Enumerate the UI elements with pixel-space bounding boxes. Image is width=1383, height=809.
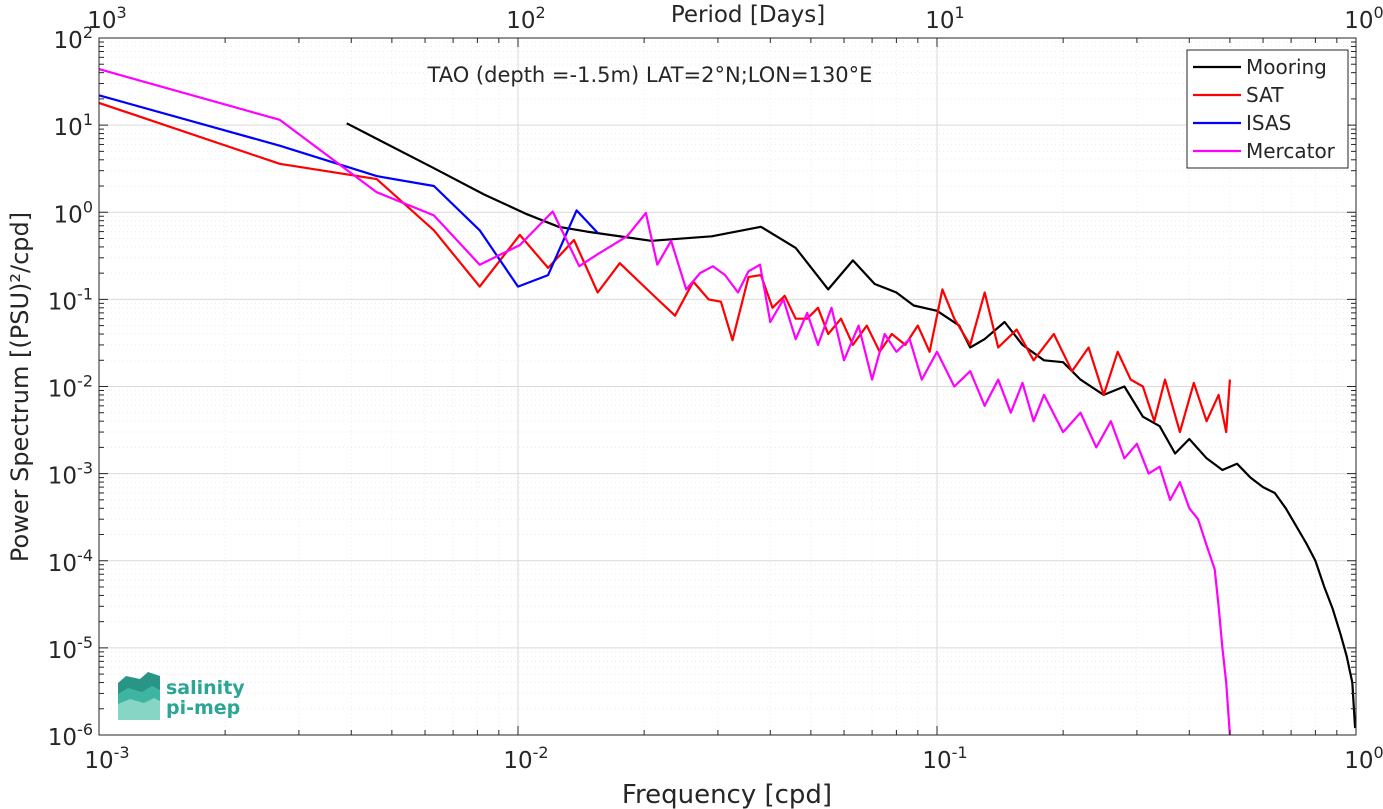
x-tick-label-base: 10 (922, 748, 951, 774)
y-tick-label-exponent: -4 (77, 546, 93, 565)
series-line-mercator (98, 68, 1231, 736)
top-tick-labels: 103 102 101 100 (87, 3, 1383, 34)
y-tick-label-exponent: 0 (83, 197, 93, 216)
chart-title: TAO (depth =-1.5m) LAT=2°N;LON=130°E (427, 63, 873, 87)
x-tick-label: 10-3 (84, 743, 129, 774)
logo-mark-icon (118, 672, 160, 720)
x-tick-label-exponent: 0 (1374, 743, 1383, 762)
y-tick-label: 10-1 (48, 284, 93, 315)
y-tick-label-exponent: 1 (83, 110, 93, 129)
x-tick-label: 100 (1344, 743, 1383, 774)
top-tick-label-base: 10 (1344, 8, 1373, 34)
x-axis-label: Frequency [cpd] (622, 780, 832, 809)
y-tick-label-base: 10 (48, 377, 77, 403)
x-tick-label: 10-1 (922, 743, 967, 774)
y-tick-label-base: 10 (54, 115, 83, 141)
top-tick-label: 102 (506, 3, 545, 34)
legend-label-isas: ISAS (1246, 111, 1291, 135)
top-axis-label: Period [Days] (671, 2, 825, 28)
series-layer (98, 68, 1357, 736)
top-tick-label-exponent: 2 (536, 3, 546, 22)
legend-items: Mooring SAT ISAS Mercator (1193, 55, 1336, 163)
legend: Mooring SAT ISAS Mercator (1186, 49, 1349, 169)
x-tick-label-exponent: -2 (533, 743, 549, 762)
logo-text-salinity: salinity (166, 677, 245, 699)
y-tick-label-base: 10 (48, 551, 77, 577)
y-tick-label: 102 (54, 23, 93, 54)
x-tick-label: 10-2 (503, 743, 548, 774)
top-tick-label: 101 (925, 3, 964, 34)
tick-marks (98, 37, 1357, 736)
y-tick-label-base: 10 (48, 725, 77, 751)
y-tick-label-exponent: -5 (77, 633, 93, 652)
y-tick-label-exponent: -2 (77, 372, 93, 391)
y-tick-label: 10-6 (48, 720, 93, 751)
x-tick-label-base: 10 (1344, 748, 1373, 774)
x-tick-label-base: 10 (84, 748, 113, 774)
y-tick-label-exponent: 2 (83, 23, 93, 42)
y-tick-label-exponent: -1 (77, 284, 93, 303)
top-tick-label: 100 (1344, 3, 1383, 34)
y-tick-label-base: 10 (54, 28, 83, 54)
y-tick-label: 10-3 (48, 459, 93, 490)
y-tick-label-base: 10 (48, 638, 77, 664)
y-tick-label-base: 10 (48, 289, 77, 315)
y-tick-label: 10-2 (48, 372, 93, 403)
series-line-isas (98, 94, 599, 288)
top-tick-label-exponent: 1 (955, 3, 965, 22)
x-tick-label-exponent: -1 (952, 743, 968, 762)
top-tick-label: 103 (87, 3, 126, 34)
y-tick-label-exponent: -3 (77, 459, 93, 478)
salinity-pi-mep-logo: salinity pi-mep (118, 672, 245, 720)
legend-label-mercator: Mercator (1246, 139, 1336, 163)
y-tick-label-base: 10 (54, 202, 83, 228)
series-line-sat (98, 101, 1231, 434)
legend-label-sat: SAT (1246, 83, 1284, 107)
top-tick-label-exponent: 0 (1374, 3, 1383, 22)
y-tick-label-exponent: -6 (77, 720, 93, 739)
y-tick-label: 10-5 (48, 633, 93, 664)
x-tick-label-exponent: -3 (114, 743, 130, 762)
top-tick-label-base: 10 (87, 8, 116, 34)
legend-label-mooring: Mooring (1246, 55, 1327, 79)
top-tick-label-base: 10 (506, 8, 535, 34)
legend-box (1186, 49, 1349, 169)
x-tick-label-base: 10 (503, 748, 532, 774)
logo-text-pimep: pi-mep (166, 697, 240, 719)
y-axis-label: Power Spectrum [(PSU)²/cpd] (6, 212, 34, 562)
y-tick-label: 101 (54, 110, 93, 141)
y-tick-label-base: 10 (48, 464, 77, 490)
y-tick-label: 10-4 (48, 546, 93, 577)
x-tick-labels: 10-3 10-2 10-1 100 (84, 743, 1383, 774)
y-tick-label: 100 (54, 197, 93, 228)
top-tick-label-base: 10 (925, 8, 954, 34)
top-tick-label-exponent: 3 (117, 3, 127, 22)
